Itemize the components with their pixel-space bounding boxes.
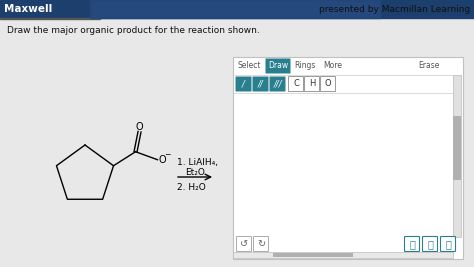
Bar — [90, 0, 380, 18]
FancyBboxPatch shape — [270, 77, 285, 92]
Text: 🔍: 🔍 — [445, 239, 451, 249]
Text: Draw the major organic product for the reaction shown.: Draw the major organic product for the r… — [7, 26, 260, 35]
Text: More: More — [323, 61, 343, 70]
Text: Draw: Draw — [268, 61, 288, 70]
Bar — [0, 18, 100, 19]
Text: O: O — [158, 155, 166, 165]
Text: ↻: ↻ — [257, 239, 265, 249]
FancyBboxPatch shape — [404, 237, 419, 252]
Bar — [453, 116, 461, 180]
FancyBboxPatch shape — [289, 77, 303, 92]
Text: ///: /// — [273, 80, 282, 88]
Text: Maxwell: Maxwell — [4, 4, 52, 14]
Text: //: // — [258, 80, 264, 88]
FancyBboxPatch shape — [440, 237, 456, 252]
Text: Et₂O: Et₂O — [185, 168, 205, 177]
Bar — [233, 57, 463, 259]
Text: O: O — [136, 122, 143, 132]
Text: ↺: ↺ — [240, 239, 248, 249]
Text: Erase: Erase — [419, 61, 440, 70]
Bar — [90, 0, 380, 18]
Bar — [273, 253, 353, 257]
Text: Rings: Rings — [294, 61, 316, 70]
Text: presented by Macmillan Learning: presented by Macmillan Learning — [319, 5, 470, 14]
Bar — [233, 252, 453, 258]
Text: C: C — [293, 80, 299, 88]
Text: Select: Select — [237, 61, 261, 70]
Text: H: H — [309, 80, 315, 88]
Text: 1. LiAlH₄,: 1. LiAlH₄, — [177, 158, 218, 167]
Text: O: O — [325, 80, 331, 88]
FancyBboxPatch shape — [236, 77, 252, 92]
FancyBboxPatch shape — [422, 237, 438, 252]
Text: 🔍: 🔍 — [409, 239, 415, 249]
Bar — [453, 75, 461, 237]
FancyBboxPatch shape — [265, 58, 291, 73]
Text: 2. H₂O: 2. H₂O — [177, 183, 206, 192]
FancyBboxPatch shape — [237, 237, 252, 252]
Bar — [0, 0, 474, 18]
FancyBboxPatch shape — [254, 237, 268, 252]
FancyBboxPatch shape — [304, 77, 319, 92]
Text: /: / — [242, 80, 245, 88]
FancyBboxPatch shape — [253, 77, 268, 92]
Text: −: − — [164, 150, 171, 159]
Text: 🔍: 🔍 — [427, 239, 433, 249]
FancyBboxPatch shape — [320, 77, 336, 92]
